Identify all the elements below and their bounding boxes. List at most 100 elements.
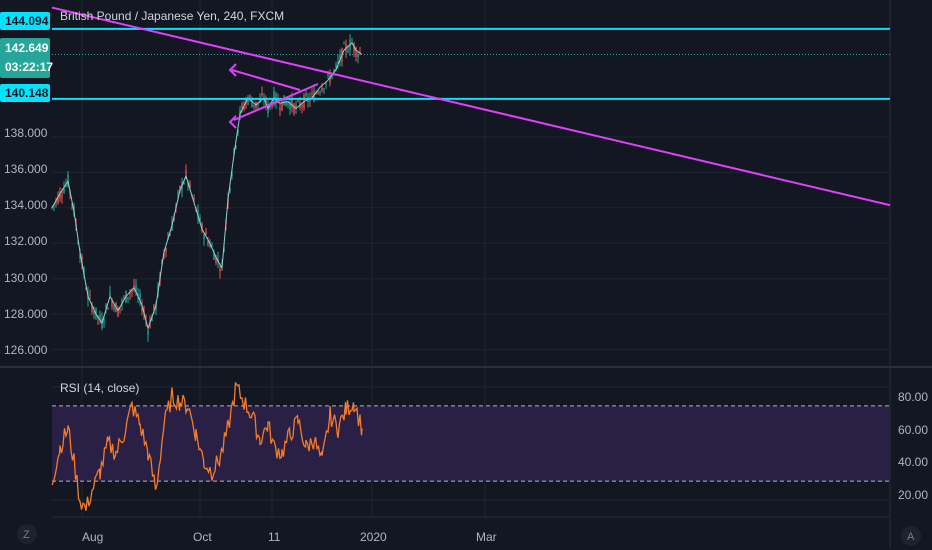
price-tick-label: 136.000 [4,162,48,176]
current-price-tag [0,38,50,78]
candle-body [317,91,319,94]
candle-body [109,291,111,296]
candle-body [71,203,73,205]
candle-body [289,102,291,110]
candle-body [337,61,339,64]
rsi-line [51,382,363,511]
candle-body [283,95,285,106]
candle-body [113,305,115,310]
rsi-tick-label: 80.00 [898,390,928,404]
candle-body [89,294,91,296]
resistance-price-label: 144.094 [5,14,49,28]
candle-body [311,93,313,95]
candle-body [203,234,205,239]
candle-body [249,95,251,97]
time-tick-label: Aug [82,530,103,544]
candle-body [293,103,295,114]
candle-body [133,285,135,288]
candle-body [241,104,243,108]
candle-body [281,100,283,110]
candle-body [215,255,217,264]
price-tick-label: 130.000 [4,271,48,285]
candle-body [219,269,221,272]
candle-body [243,106,245,110]
candle-body [333,70,335,72]
candle-body [253,104,255,107]
zoom-button[interactable]: Z [17,524,37,544]
candle-body [231,172,233,176]
rsi-tick-label: 60.00 [898,423,928,437]
candle-body [57,194,59,204]
candle-body [193,197,195,200]
candle-body [295,104,297,109]
candle-body [123,296,125,298]
triangle-pattern-upper[interactable] [231,69,301,91]
auto-scale-button[interactable]: A [901,526,921,546]
candle-body [169,233,171,237]
candle-body [185,169,187,175]
descending-trend-line[interactable] [51,6,891,207]
resistance-price-tag [0,12,50,30]
triangle-pattern-drawing[interactable] [228,63,237,77]
candle-body [313,91,315,102]
candle-body [177,192,179,194]
candle-body [61,195,63,197]
candle-body [251,102,253,108]
candle-body [129,292,131,294]
candle-body [63,188,65,193]
candle-body [93,311,95,314]
candle-body [237,129,239,133]
candle-body [127,296,129,299]
candle-body [151,316,153,322]
candle-body [207,240,209,245]
candle-body [315,93,317,95]
candle-body [279,108,281,111]
candle-body [179,185,181,192]
candle-body [135,285,137,293]
candle-body [323,88,325,90]
candle-body [99,314,101,321]
candle-body [95,307,97,318]
price-axis[interactable]: 138.000 136.000 134.000 132.000 130.000 … [4,126,48,357]
candle-body [121,300,123,305]
candle-body [183,182,185,184]
candle-body [105,304,107,308]
candle-body [339,54,341,62]
candle-body [59,191,61,199]
candle-body [263,99,265,101]
candle-body [297,100,299,102]
rsi-band [52,405,890,482]
candle-body [247,97,249,104]
price-tick-label: 134.000 [4,198,48,212]
rsi-axis[interactable]: 80.00 60.00 40.00 20.00 [898,390,928,502]
candle-body [107,307,109,310]
rsi-tick-label: 20.00 [898,488,928,502]
candle-body [331,75,333,79]
candle-body [197,209,199,218]
candle-body [335,64,337,67]
candle-body [325,81,327,85]
candle-body [261,93,263,96]
price-tick-label: 126.000 [4,343,48,357]
time-axis[interactable]: Aug Oct 11 2020 Mar [82,530,497,544]
triangle-pattern-lower[interactable] [233,83,319,121]
candle-body [229,187,231,192]
candle-body [189,182,191,188]
candle-body [301,104,303,107]
price-tick-label: 128.000 [4,307,48,321]
current-price-label: 142.649 [5,41,49,55]
candle-body [305,93,307,96]
triangle-pattern-apex[interactable] [228,115,237,129]
chart-title: British Pound / Japanese Yen, 240, FXCM [60,9,284,23]
candle-body [153,304,155,311]
candle-body [103,321,105,324]
candle-body [321,87,323,92]
time-tick-label: 11 [268,530,281,544]
candle-body [199,217,201,224]
zoom-button-label: Z [23,529,30,541]
candle-body [265,98,267,105]
support-price-tag [0,84,50,102]
candle-body [319,92,321,94]
price-tick-label: 138.000 [4,126,48,140]
